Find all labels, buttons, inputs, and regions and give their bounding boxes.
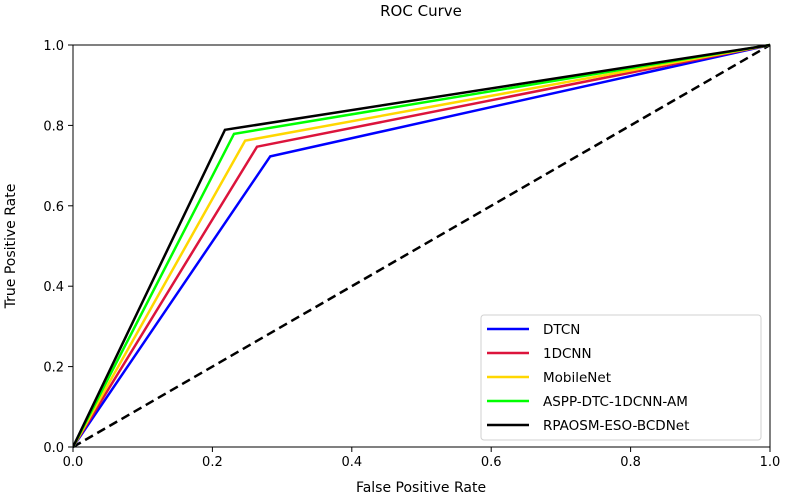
series-line-mobilenet [73,43,771,448]
series-line-rpaosm-eso-bcdnet [73,43,771,448]
plot-area: 0.0 0.2 0.4 0.6 0.8 1.0 0.0 0.2 0.4 0.6 0.8 1.0 DTCN… [43,39,780,470]
x-tick-label: 0.4 [341,455,362,470]
y-axis-label: True Positive Rate [3,184,19,310]
legend: DTCN 1DCNN MobileNet ASPP-DTC-1DCNN-AM RPAOS… [480,314,762,441]
legend-label: 1DCNN [543,346,592,362]
legend-label: MobileNet [543,370,611,386]
series-line-aspp-dtc-1dcnn-am [73,43,771,448]
axes-frame [72,44,771,448]
legend-label: ASPP-DTC-1DCNN-AM [543,394,688,410]
y-tick-label: 0.6 [43,200,64,215]
series-line-dtcn [73,43,771,448]
y-tick-label: 0.2 [43,361,64,376]
x-tick-label: 0.8 [620,455,641,470]
legend-label: DTCN [543,322,580,338]
y-tick-label: 0.4 [43,280,64,295]
legend-label: RPAOSM-ESO-BCDNet [543,418,689,434]
legend-box [480,314,762,441]
y-tick-label: 0.0 [43,441,64,456]
series-group [73,43,771,449]
x-tick-label: 0.2 [202,455,223,470]
x-axis-label: False Positive Rate [356,480,486,495]
x-tick-label: 0.6 [481,455,502,470]
chart-title: ROC Curve [380,2,462,20]
reference-diagonal-line [73,43,771,449]
y-tick-label: 0.8 [43,119,64,134]
y-tick-label: 1.0 [43,39,64,54]
x-tick-label: 0.0 [63,455,84,470]
x-tick-label: 1.0 [760,455,781,470]
series-line-1dcnn [73,43,771,448]
